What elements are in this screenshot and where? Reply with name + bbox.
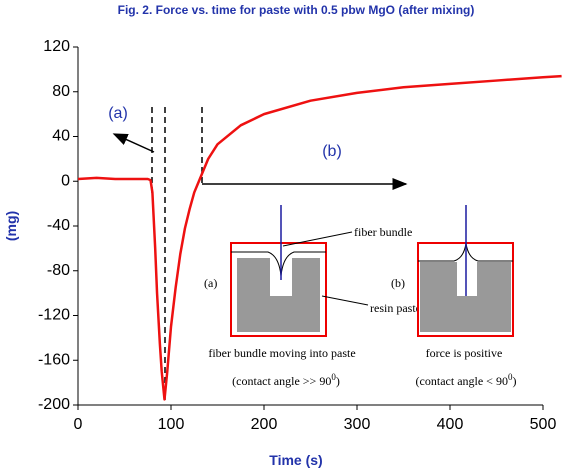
x-axis-label: Time (s) bbox=[269, 452, 322, 468]
annotation: (b) bbox=[322, 143, 342, 160]
inset-label: (b) bbox=[391, 276, 405, 290]
caption-part: ) bbox=[512, 374, 516, 388]
inset-label: fiber bundle bbox=[354, 225, 412, 239]
y-tick-label: -120 bbox=[38, 307, 70, 324]
caption-part: (contact angle < 90 bbox=[416, 374, 508, 388]
x-tick-label: 200 bbox=[251, 416, 278, 433]
arrow bbox=[112, 133, 155, 153]
inset-caption: (contact angle < 900) bbox=[416, 372, 517, 388]
y-tick-label: -40 bbox=[47, 217, 70, 234]
x-tick-label: 400 bbox=[437, 416, 464, 433]
x-tick-label: 0 bbox=[74, 416, 83, 433]
y-tick-label: -80 bbox=[47, 262, 70, 279]
inset-label: resin paste bbox=[370, 301, 421, 315]
x-tick-label: 500 bbox=[530, 416, 557, 433]
chart-title: Fig. 2. Force vs. time for paste with 0.… bbox=[118, 3, 475, 17]
inset-a bbox=[230, 205, 369, 337]
annotation: (a) bbox=[108, 105, 128, 122]
inset-caption: fiber bundle moving into paste bbox=[208, 346, 355, 360]
y-tick-label: -160 bbox=[38, 351, 70, 368]
y-tick-label: 80 bbox=[52, 83, 70, 100]
y-tick-label: -200 bbox=[38, 396, 70, 413]
inset-label: (a) bbox=[204, 276, 217, 290]
caption-part: ) bbox=[336, 374, 340, 388]
x-tick-label: 100 bbox=[158, 416, 185, 433]
data-line bbox=[77, 74, 562, 401]
x-tick-label: 300 bbox=[344, 416, 371, 433]
caption-part: 0 bbox=[508, 372, 513, 382]
inset-b bbox=[417, 205, 514, 337]
inset-caption: force is positive bbox=[426, 346, 503, 360]
caption-part: 0 bbox=[331, 372, 336, 382]
y-tick-label: 120 bbox=[43, 38, 70, 55]
y-tick-label: 40 bbox=[52, 128, 70, 145]
y-tick-label: 0 bbox=[61, 172, 70, 189]
caption-part: (contact angle >> 90 bbox=[232, 374, 331, 388]
y-axis-label: (mg) bbox=[3, 211, 19, 241]
inset-caption: (contact angle >> 900) bbox=[232, 372, 340, 388]
